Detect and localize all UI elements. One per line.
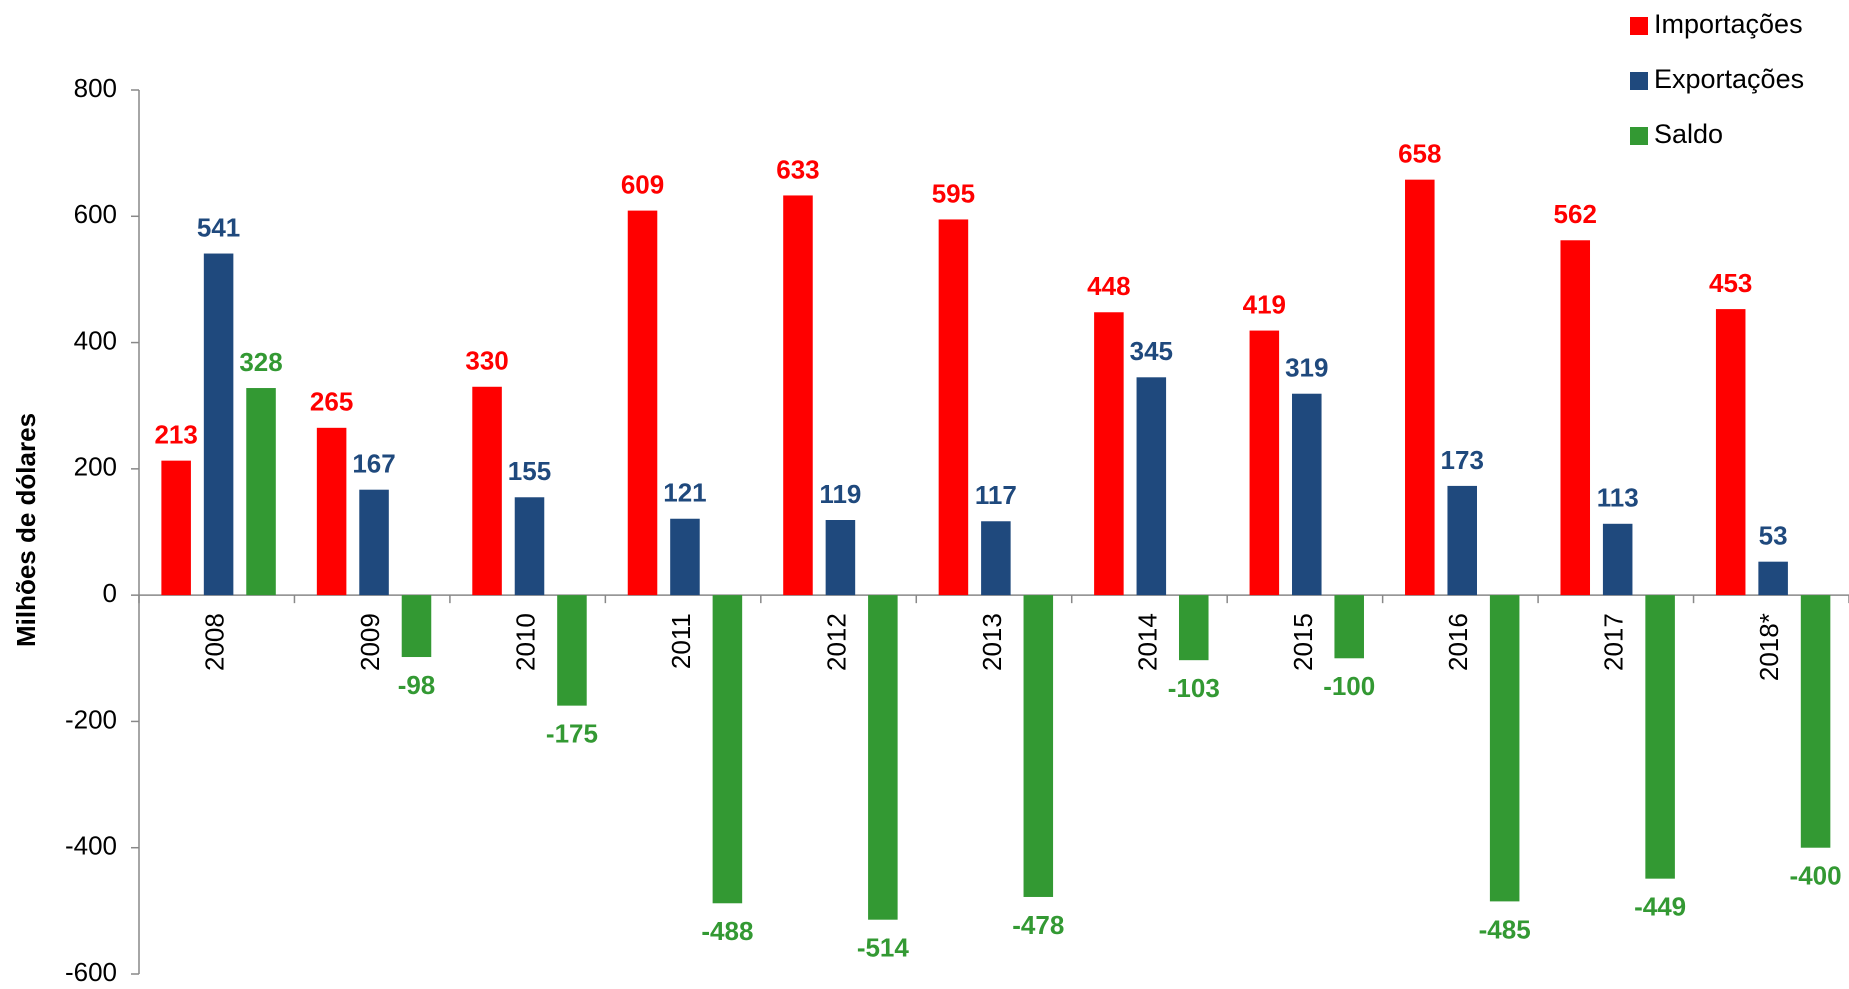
data-label: 448 (1087, 271, 1130, 301)
bar (401, 595, 432, 658)
bar (825, 520, 856, 596)
bar (712, 595, 743, 904)
bar (359, 489, 389, 596)
y-tick-label: -400 (65, 831, 117, 861)
data-label: -488 (701, 916, 753, 946)
data-label: 419 (1243, 289, 1286, 319)
bar (1136, 377, 1167, 596)
x-tick-label: 2013 (977, 613, 1007, 671)
bar (1489, 595, 1520, 902)
data-label: 345 (1130, 336, 1173, 366)
x-tick-label: 2015 (1288, 613, 1318, 671)
data-label: 167 (352, 449, 395, 479)
x-tick-label: 2014 (1132, 613, 1162, 671)
x-tick-label: 2018* (1754, 613, 1784, 681)
legend-label: Exportações (1654, 64, 1804, 94)
bar (514, 497, 545, 596)
data-label: 265 (310, 387, 353, 417)
data-label: 155 (508, 456, 551, 486)
bar (1334, 595, 1364, 659)
y-tick-label: -200 (65, 704, 117, 734)
bar (627, 210, 658, 596)
x-tick-label: 2010 (511, 613, 541, 671)
data-label: 633 (776, 154, 819, 184)
data-label: 609 (621, 169, 664, 199)
bar (161, 460, 191, 596)
y-tick-label: 200 (74, 452, 117, 482)
bar (1405, 179, 1435, 596)
legend-label: Importações (1654, 9, 1803, 39)
x-tick-label: 2012 (821, 613, 851, 671)
bar (1249, 330, 1280, 596)
y-tick-label: 0 (103, 578, 117, 608)
data-label: -100 (1323, 671, 1375, 701)
bar (1715, 309, 1746, 596)
data-label: -478 (1012, 910, 1064, 940)
y-tick-label: 600 (74, 199, 117, 229)
y-tick-label: 800 (74, 73, 117, 103)
bar (472, 386, 502, 596)
bar (1094, 312, 1124, 596)
data-label: 541 (197, 212, 240, 242)
legend-swatch (1630, 17, 1648, 35)
bar (1560, 240, 1591, 596)
data-label: 119 (819, 479, 861, 509)
x-tick-label: 2008 (200, 613, 230, 671)
bar (557, 595, 587, 706)
data-label: -449 (1634, 892, 1686, 922)
data-label: 113 (1597, 483, 1639, 513)
bar (1292, 393, 1322, 596)
data-label: 173 (1441, 445, 1484, 475)
bar (783, 195, 813, 596)
data-label: 213 (154, 420, 197, 450)
data-label: -400 (1790, 861, 1842, 891)
data-label: -98 (398, 670, 436, 700)
y-tick-label: -600 (65, 957, 117, 987)
data-label: 658 (1398, 139, 1441, 169)
bar (868, 595, 898, 920)
x-tick-label: 2011 (666, 613, 696, 669)
data-label: -175 (546, 719, 598, 749)
data-label: 328 (239, 347, 282, 377)
bar (1758, 561, 1788, 596)
y-tick-label: 400 (74, 325, 117, 355)
data-label: -514 (857, 933, 910, 963)
bar (1447, 485, 1477, 596)
legend-label: Saldo (1654, 119, 1723, 149)
data-label: 121 (663, 478, 706, 508)
legend-swatch (1630, 72, 1648, 90)
x-tick-label: 2017 (1599, 613, 1629, 671)
bar (203, 253, 234, 596)
data-label: -485 (1479, 914, 1531, 944)
bar (1023, 595, 1054, 897)
data-label: 319 (1285, 353, 1328, 383)
bar (1602, 523, 1633, 596)
bar (1800, 595, 1831, 848)
data-label: 595 (932, 178, 975, 208)
legend-swatch (1630, 127, 1648, 145)
bar (670, 518, 700, 596)
data-label: 330 (465, 346, 508, 376)
y-axis-label: Milhões de dólares (11, 413, 41, 647)
data-label: -103 (1168, 673, 1220, 703)
bar (938, 219, 969, 596)
bar (981, 521, 1011, 596)
data-label: 562 (1554, 199, 1597, 229)
bar (246, 388, 276, 596)
x-tick-label: 2016 (1443, 613, 1473, 671)
bar (1178, 595, 1209, 661)
x-tick-label: 2009 (355, 613, 385, 671)
data-label: 117 (975, 480, 1017, 510)
data-label: 53 (1759, 521, 1788, 551)
bar (1645, 595, 1675, 879)
bar (316, 427, 347, 596)
data-label: 453 (1709, 268, 1752, 298)
